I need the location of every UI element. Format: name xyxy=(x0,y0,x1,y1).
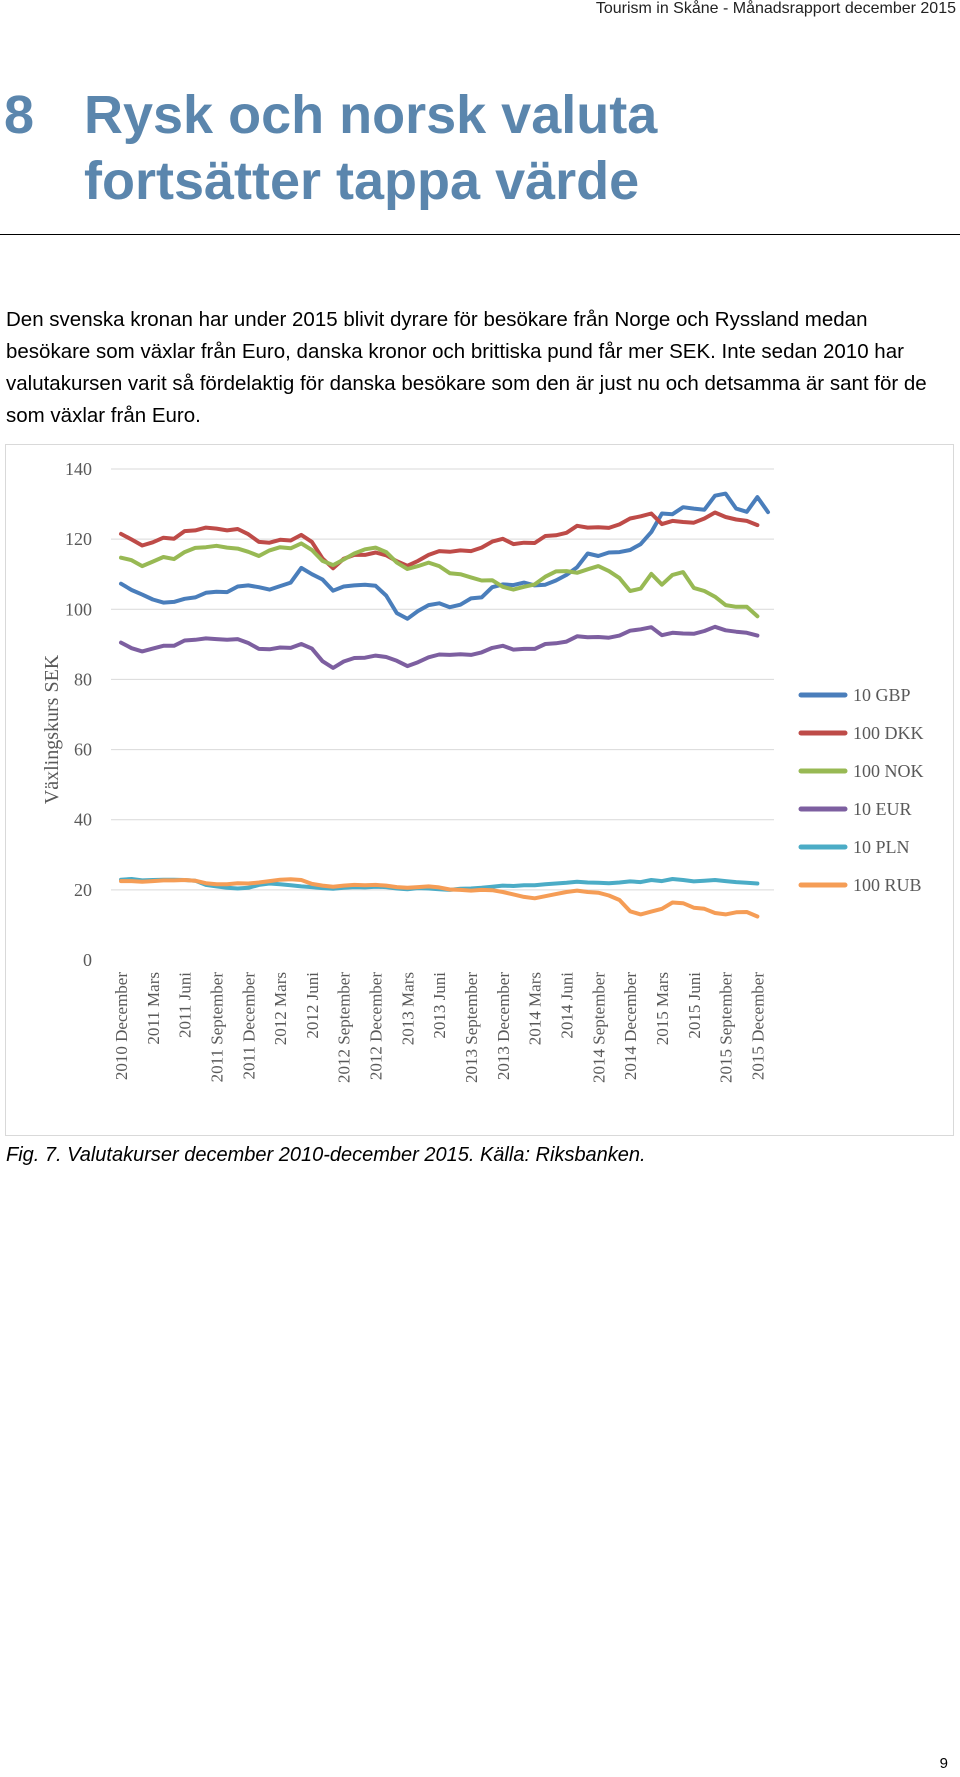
exchange-rate-chart: 0 20 40 60 80 100 120 140 Växlingskurs SEK 2010 D… xyxy=(5,444,954,1136)
x-tick-label: 2011 Mars xyxy=(144,972,163,1045)
legend-label: 100 NOK xyxy=(853,761,924,781)
running-header: Tourism in Skåne - Månadsrapport decembe… xyxy=(595,0,956,17)
x-tick-label: 2013 Mars xyxy=(398,972,417,1045)
chapter-heading: 8 Rysk och norsk valuta fortsätter tappa… xyxy=(4,82,864,214)
figure-caption: Fig. 7. Valutakurser december 2010-decem… xyxy=(6,1144,646,1166)
x-tick-label: 2010 December xyxy=(112,972,131,1080)
x-tick-label: 2011 Juni xyxy=(176,972,195,1038)
x-tick-label: 2012 Juni xyxy=(303,972,322,1039)
x-tick-label: 2014 September xyxy=(589,972,608,1083)
x-tick-label: 2013 September xyxy=(462,972,481,1083)
x-tick-label: 2015 September xyxy=(717,972,736,1083)
chapter-title: Rysk och norsk valuta fortsätter tappa v… xyxy=(84,85,658,211)
x-tick-label: 2014 Mars xyxy=(526,972,545,1045)
chapter-number: 8 xyxy=(4,85,35,145)
legend-label: 10 GBP xyxy=(853,685,911,705)
y-tick-label: 100 xyxy=(65,599,92,619)
page-number: 9 xyxy=(939,1755,948,1772)
x-tick-label: 2012 September xyxy=(335,972,354,1083)
legend-label: 10 PLN xyxy=(853,837,910,857)
x-tick-label: 2012 Mars xyxy=(271,972,290,1045)
series-line xyxy=(119,877,760,919)
x-tick-label: 2015 Mars xyxy=(653,972,672,1045)
y-tick-label: 0 xyxy=(83,950,92,970)
x-tick-label: 2015 December xyxy=(748,972,767,1080)
x-tick-label: 2013 Juni xyxy=(430,972,449,1039)
x-tick-label: 2011 December xyxy=(239,972,258,1080)
legend-label: 100 RUB xyxy=(853,875,922,895)
legend-label: 100 DKK xyxy=(853,723,924,743)
x-tick-label: 2011 September xyxy=(207,972,226,1083)
y-tick-label: 140 xyxy=(65,459,92,479)
legend-label: 10 EUR xyxy=(853,799,912,819)
y-tick-label: 60 xyxy=(74,740,92,760)
x-tick-label: 2014 December xyxy=(621,972,640,1080)
y-tick-label: 20 xyxy=(74,880,92,900)
y-tick-label: 80 xyxy=(74,669,92,689)
intro-paragraph: Den svenska kronan har under 2015 blivit… xyxy=(6,307,927,427)
x-tick-label: 2012 December xyxy=(367,972,386,1080)
x-tick-label: 2013 December xyxy=(494,972,513,1080)
heading-divider xyxy=(0,234,960,235)
y-tick-label: 120 xyxy=(65,529,92,549)
y-tick-label: 40 xyxy=(74,810,92,830)
series-line xyxy=(119,510,760,571)
y-axis-label: Växlingskurs SEK xyxy=(41,654,63,804)
series-line xyxy=(119,624,760,670)
x-tick-label: 2015 Juni xyxy=(685,972,704,1039)
chart-canvas: 0 20 40 60 80 100 120 140 Växlingskurs SEK 2010 D… xyxy=(41,459,924,1083)
x-tick-label: 2014 Juni xyxy=(557,972,576,1039)
series-line xyxy=(119,491,770,621)
series-line xyxy=(119,541,760,619)
